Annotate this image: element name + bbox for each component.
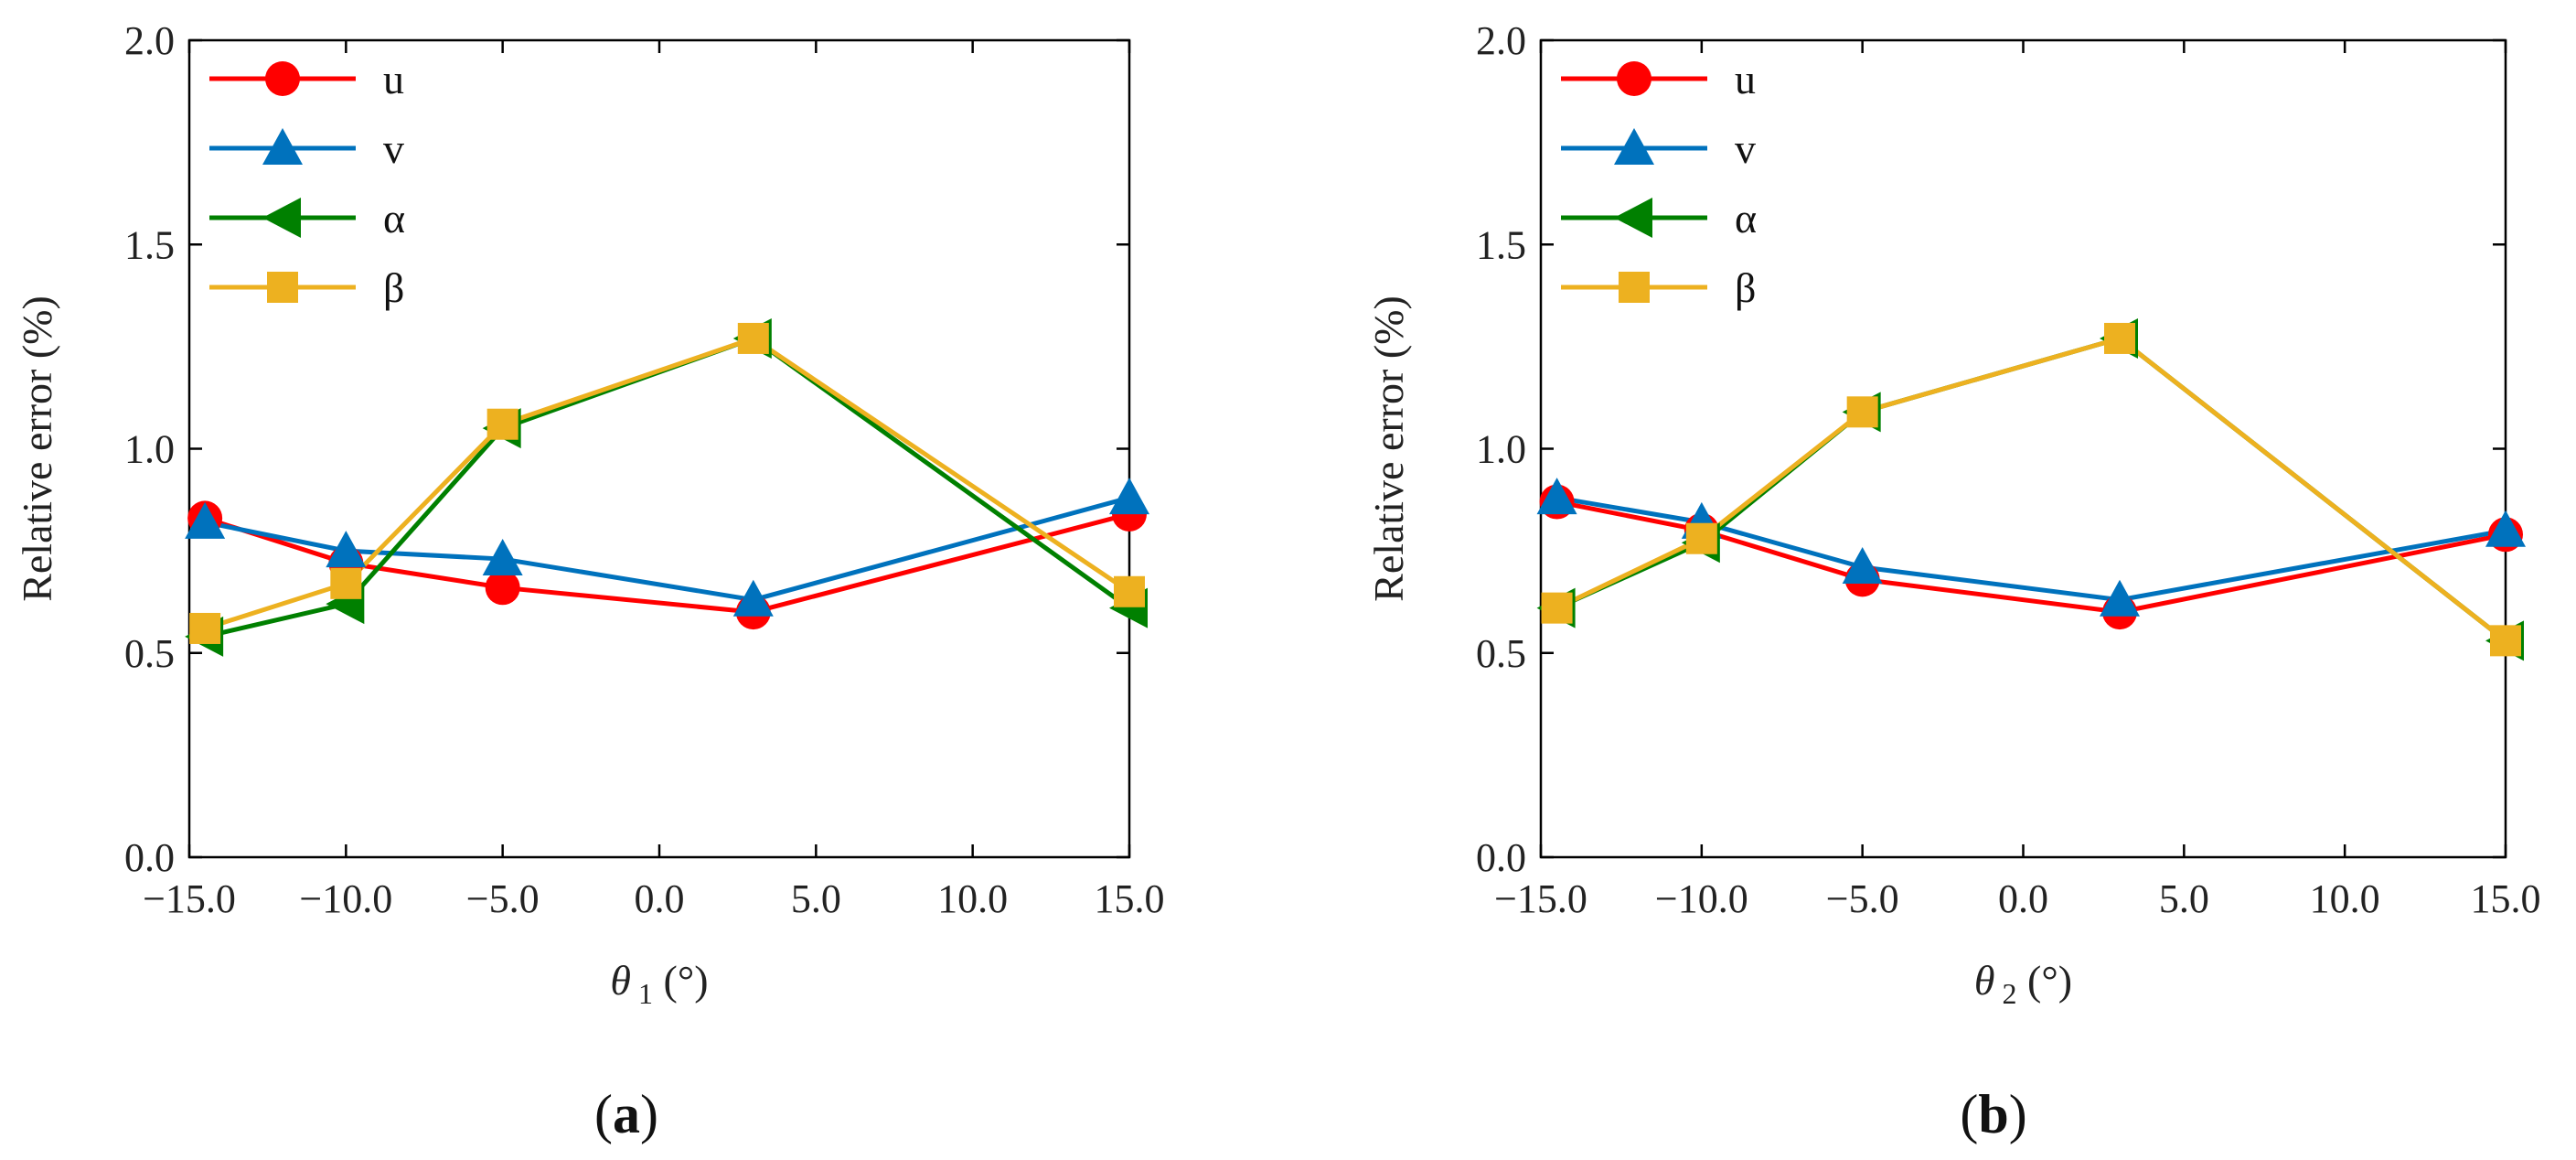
data-point-β <box>1685 522 1717 554</box>
y-tick-label: 1.0 <box>1476 427 1526 472</box>
data-point-β <box>2104 322 2135 354</box>
y-tick-label: 1.5 <box>124 222 175 267</box>
data-point-β <box>737 322 769 354</box>
chart-panel-b: 0.0 0.5 1.0 1.5 2.0 −15.0 −10.0 −5.0 0.0 5.0 10.0 1… <box>1365 18 2541 1144</box>
data-point-v <box>2100 579 2140 617</box>
data-point-β <box>486 408 518 440</box>
data-point-v <box>2485 510 2526 547</box>
x-tick-label: 10.0 <box>2310 876 2380 921</box>
data-point-v <box>1536 478 1577 515</box>
x-tick-label: −10.0 <box>1655 876 1748 921</box>
legend-marker-α <box>262 198 301 238</box>
x-tick-label: 5.0 <box>791 876 841 921</box>
panel-caption: (b) <box>1960 1084 2026 1144</box>
x-axis-label: θ 1 (°) <box>610 957 708 1010</box>
x-tick-label: −5.0 <box>1826 876 1899 921</box>
x-tick-label: −5.0 <box>466 876 540 921</box>
plot-frame <box>187 38 1131 859</box>
legend-label: β <box>1735 264 1756 311</box>
y-tick-label: 0.5 <box>124 631 175 676</box>
data-point-v <box>482 539 523 576</box>
series-line-α <box>1555 336 2507 643</box>
legend-marker-u <box>265 61 300 96</box>
series-line-β <box>1555 336 2507 643</box>
data-point-β <box>1846 396 1878 428</box>
x-tick-label: 0.0 <box>635 876 685 921</box>
x-axis-label: θ 2 (°) <box>1974 957 2072 1010</box>
y-axis-label: Relative error (%) <box>1365 295 1412 602</box>
legend-label: u <box>383 56 404 102</box>
plot-frame <box>1539 38 2507 859</box>
x-tick-label: 15.0 <box>1095 876 1165 921</box>
legend-label: α <box>1735 195 1757 242</box>
data-point-v <box>185 501 226 539</box>
x-tick-label: −10.0 <box>299 876 392 921</box>
data-point-v <box>326 531 367 568</box>
data-point-β <box>2490 625 2521 657</box>
legend-marker-v <box>262 128 303 165</box>
legend-marker-u <box>1617 61 1651 96</box>
y-tick-label: 0.0 <box>1476 835 1526 880</box>
y-tick-label: 0.5 <box>1476 631 1526 676</box>
legend-label: v <box>1735 125 1756 172</box>
legend-label: u <box>1735 56 1756 102</box>
legend-marker-v <box>1614 128 1654 165</box>
data-point-β <box>1541 592 1573 624</box>
chart-panel-a: 0.0 0.5 1.0 1.5 2.0 −15.0 −10.0 −5.0 0.0 5.0 10.0 1… <box>14 18 1165 1144</box>
data-point-v <box>1842 546 1883 584</box>
legend-label: β <box>383 264 404 311</box>
y-tick-label: 1.5 <box>1476 222 1526 267</box>
x-tick-label: −15.0 <box>1494 876 1587 921</box>
data-point-u <box>485 570 520 606</box>
data-point-β <box>189 612 221 644</box>
y-tick-label: 1.0 <box>124 427 175 472</box>
legend-label: v <box>383 125 404 172</box>
panel-caption: (a) <box>594 1084 658 1144</box>
data-point-β <box>330 567 362 599</box>
x-tick-label: 10.0 <box>937 876 1008 921</box>
data-point-β <box>1114 575 1145 607</box>
x-tick-label: 0.0 <box>1998 876 2048 921</box>
x-tick-label: 5.0 <box>2159 876 2209 921</box>
data-point-v <box>1109 478 1149 515</box>
y-tick-label: 2.0 <box>1476 18 1526 63</box>
y-axis-label: Relative error (%) <box>14 295 60 602</box>
y-tick-label: 2.0 <box>124 18 175 63</box>
x-tick-label: 15.0 <box>2471 876 2541 921</box>
legend-marker-β <box>267 272 298 303</box>
legend-marker-β <box>1619 272 1650 303</box>
data-point-v <box>732 579 774 617</box>
legend-label: α <box>383 195 405 242</box>
y-tick-label: 0.0 <box>124 835 175 880</box>
x-tick-label: −15.0 <box>143 876 236 921</box>
legend-marker-α <box>1614 198 1652 238</box>
